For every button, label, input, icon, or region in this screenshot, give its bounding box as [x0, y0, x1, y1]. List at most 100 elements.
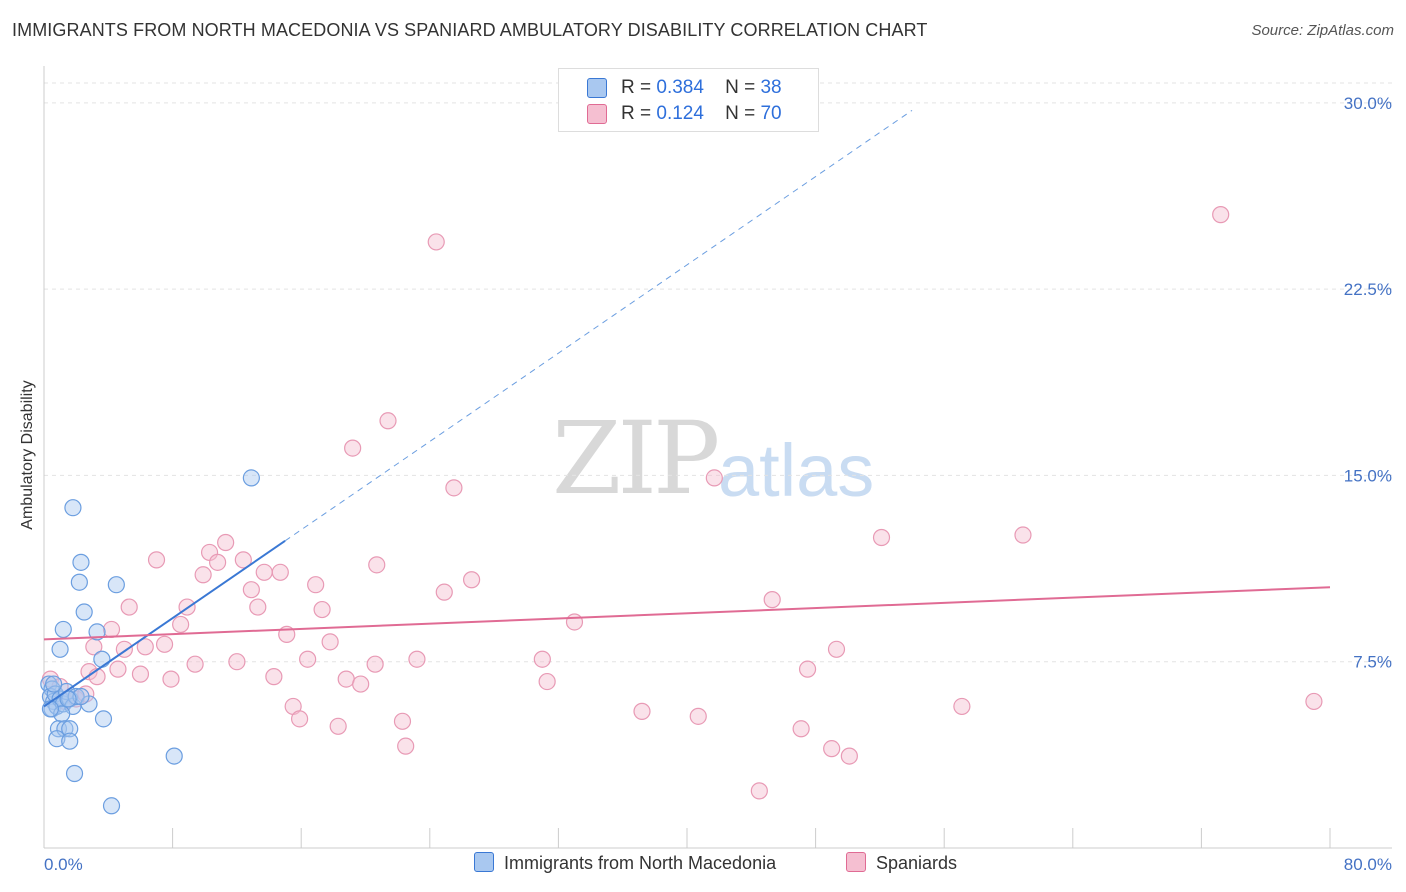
spaniards-points [41, 206, 1323, 800]
spaniards-point-61 [798, 660, 817, 678]
spaniards-point-59 [763, 591, 781, 609]
series-name-macedonia: Immigrants from North Macedonia [504, 853, 777, 873]
y-tick-label-3: 30.0% [1344, 94, 1392, 113]
legend-r-value-1: 0.384 [656, 77, 704, 98]
source-credit: Source: ZipAtlas.com [1251, 22, 1394, 39]
legend-n-label-2: N = [725, 103, 756, 124]
spaniards-trend [43, 586, 1331, 641]
gridlines [44, 82, 1392, 663]
macedonia-point-25 [51, 640, 69, 658]
macedonia-point-36 [45, 675, 63, 693]
series-name-spaniards: Spaniards [876, 853, 958, 873]
spaniards-point-54 [565, 613, 584, 631]
macedonia-point-22 [93, 650, 111, 668]
spaniards-point-62 [823, 740, 841, 758]
series-swatch-macedonia [474, 852, 494, 872]
y-tick-label-1: 15.0% [1344, 466, 1392, 485]
macedonia-point-35 [72, 687, 90, 706]
series-legend-macedonia: Immigrants from North Macedonia [474, 852, 776, 874]
series-swatch-spaniards [846, 852, 866, 872]
spaniards-point-44 [379, 412, 397, 430]
spaniards-point-52 [533, 650, 551, 668]
spaniards-point-66 [953, 697, 971, 716]
legend-r-value-2: 0.124 [656, 103, 704, 124]
axes [43, 66, 1392, 849]
spaniards-point-50 [445, 479, 463, 497]
spaniards-point-34 [299, 650, 317, 668]
spaniards-point-65 [872, 528, 891, 547]
legend-r-label-1: R = [621, 77, 652, 98]
series-legend-spaniards: Spaniards [846, 852, 957, 874]
legend-n-label-1: N = [725, 77, 756, 98]
spaniards-point-9 [109, 660, 127, 678]
macedonia-point-30 [107, 576, 125, 594]
spaniards-point-36 [313, 600, 331, 619]
spaniards-point-64 [840, 747, 858, 765]
spaniards-point-69 [1305, 692, 1323, 711]
spaniards-point-40 [344, 439, 362, 457]
macedonia-point-29 [64, 499, 82, 517]
y-tick-label-0: 7.5% [1353, 653, 1392, 672]
macedonia-point-24 [75, 603, 93, 621]
spaniards-point-48 [427, 233, 445, 251]
macedonia-trend-solid [43, 540, 286, 708]
correlation-legend: R = 0.384 N = 38 R = 0.124 N = 70 [558, 68, 819, 132]
spaniards-point-29 [265, 668, 283, 686]
spaniards-point-55 [633, 702, 651, 720]
spaniards-point-8 [102, 620, 121, 639]
spaniards-point-68 [1212, 206, 1230, 224]
spaniards-point-35 [307, 576, 325, 594]
spaniards-point-14 [147, 551, 166, 569]
spaniards-point-53 [538, 672, 556, 691]
trend-lines [43, 109, 1331, 708]
macedonia-point-18 [61, 732, 79, 750]
macedonia-point-28 [72, 553, 90, 571]
spaniards-point-13 [136, 638, 154, 656]
spaniards-point-11 [120, 598, 138, 616]
spaniards-point-47 [408, 650, 426, 668]
macedonia-point-17 [48, 730, 66, 748]
spaniards-point-67 [1014, 526, 1032, 544]
x-tick-label-0: 0.0% [44, 855, 83, 874]
macedonia-trend-dashed [284, 109, 913, 542]
macedonia-point-21 [94, 710, 113, 728]
macedonia-point-19 [65, 764, 84, 783]
spaniards-point-16 [162, 670, 180, 688]
spaniards-point-51 [462, 571, 481, 589]
spaniards-point-20 [194, 566, 212, 584]
macedonia-point-16 [61, 720, 79, 738]
spaniards-point-43 [368, 556, 386, 574]
spaniards-point-39 [337, 670, 355, 688]
legend-n-value-2: 70 [760, 103, 782, 124]
macedonia-point-33 [242, 469, 260, 487]
macedonia-point-34 [41, 700, 60, 718]
spaniards-point-63 [827, 640, 846, 658]
spaniards-point-60 [792, 720, 810, 738]
macedonia-points [40, 469, 260, 815]
legend-swatch-macedonia [587, 78, 607, 98]
spaniards-point-41 [352, 675, 370, 693]
spaniards-point-27 [249, 598, 267, 616]
spaniards-point-25 [234, 551, 252, 569]
x-tick-label-1: 80.0% [1344, 855, 1392, 874]
spaniards-point-37 [321, 633, 339, 651]
spaniards-point-57 [705, 469, 723, 487]
spaniards-point-58 [750, 782, 768, 800]
y-tick-label-2: 22.5% [1344, 280, 1392, 299]
spaniards-point-33 [290, 710, 309, 728]
spaniards-point-22 [209, 553, 227, 571]
spaniards-point-23 [217, 533, 235, 552]
spaniards-point-30 [271, 563, 289, 581]
chart-title: IMMIGRANTS FROM NORTH MACEDONIA VS SPANI… [12, 20, 928, 40]
macedonia-point-26 [54, 620, 72, 639]
spaniards-point-15 [155, 635, 174, 653]
macedonia-point-27 [70, 573, 88, 591]
watermark-zip: ZIP [552, 400, 720, 517]
spaniards-point-26 [242, 581, 260, 599]
spaniards-point-49 [435, 583, 453, 601]
spaniards-point-56 [689, 707, 707, 725]
spaniards-point-38 [329, 717, 347, 735]
spaniards-point-45 [393, 712, 412, 730]
legend-r-label-2: R = [621, 103, 652, 124]
